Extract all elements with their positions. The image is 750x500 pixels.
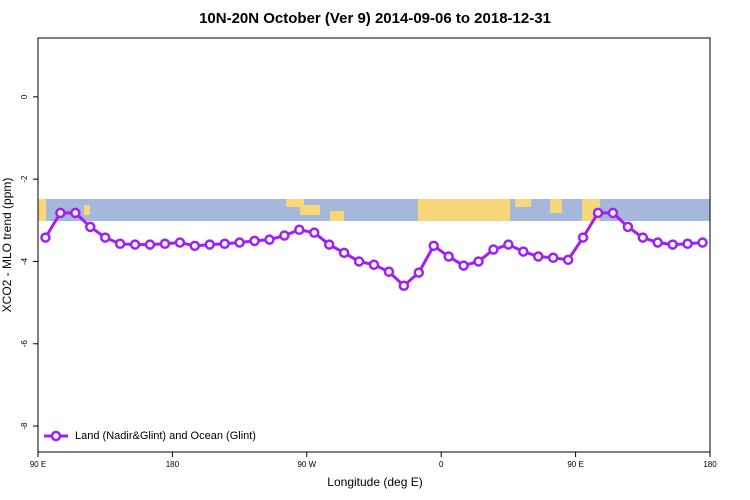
data-point — [55, 207, 66, 219]
data-point — [294, 224, 305, 236]
data-point — [234, 237, 245, 248]
data-point — [682, 238, 693, 250]
map-strip — [38, 199, 710, 221]
data-point — [264, 234, 275, 245]
data-point — [398, 280, 410, 291]
data-point — [338, 247, 350, 259]
data-point — [204, 239, 215, 250]
x-tick-label: 180 — [166, 460, 180, 469]
data-point — [249, 235, 260, 247]
y-tick-label: -8 — [20, 422, 29, 430]
plot-frame — [37, 37, 711, 453]
data-point — [353, 256, 365, 267]
data-point — [428, 240, 439, 252]
data-point — [189, 240, 201, 252]
data-point — [547, 252, 559, 264]
data-point — [174, 237, 186, 248]
data-point — [99, 232, 111, 243]
data-point — [697, 237, 708, 248]
data-point — [592, 207, 604, 219]
data-point — [383, 266, 395, 277]
data-point — [622, 221, 634, 233]
data-point — [667, 239, 678, 250]
x-tick-label: 90 E — [567, 460, 583, 469]
data-point — [129, 239, 141, 250]
data-point — [159, 238, 171, 250]
legend-label: Land (Nadir&Glint) and Ocean (Glint) — [75, 430, 256, 442]
x-tick-label: 180 — [703, 460, 717, 469]
data-point — [323, 239, 335, 250]
data-point — [443, 251, 454, 262]
data-point — [607, 207, 619, 219]
legend-marker — [50, 430, 62, 442]
data-point — [368, 259, 380, 271]
chart-title: 10N-20N October (Ver 9) 2014-09-06 to 20… — [199, 10, 551, 27]
data-point — [577, 232, 589, 243]
x-axis-label: Longitude (deg E) — [327, 475, 422, 489]
x-tick-label: 90 W — [297, 460, 316, 469]
y-tick-label: 0 — [20, 94, 29, 99]
data-point — [533, 251, 544, 262]
data-point — [637, 232, 649, 243]
data-point — [309, 227, 320, 238]
data-line — [44, 211, 703, 288]
x-tick-label: 0 — [439, 460, 444, 469]
y-tick-label: -4 — [20, 257, 29, 265]
y-tick-label: -2 — [20, 175, 29, 183]
x-tick-label: 90 E — [30, 460, 46, 469]
y-tick-label: -6 — [20, 340, 29, 348]
data-point — [40, 232, 51, 243]
data-point — [562, 254, 574, 266]
data-point — [473, 256, 484, 267]
data-point — [503, 239, 514, 250]
data-point — [70, 207, 81, 219]
data-point — [144, 239, 156, 250]
data-point — [114, 238, 126, 250]
data-point — [85, 221, 96, 233]
data-point — [413, 267, 425, 278]
data-point — [279, 230, 290, 241]
data-point — [518, 246, 529, 257]
y-axis-label: XCO2 - MLO trend (ppm) — [0, 178, 14, 313]
data-point — [652, 237, 663, 248]
data-point — [488, 244, 499, 255]
data-point — [219, 238, 230, 250]
data-point — [458, 260, 469, 271]
